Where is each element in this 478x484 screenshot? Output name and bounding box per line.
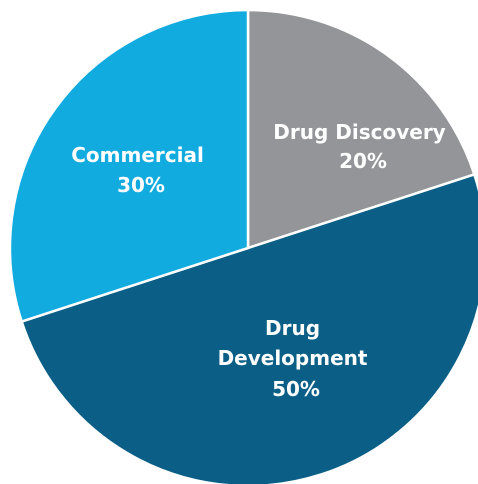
slice-label-drug-discovery-name: Drug Discovery [273, 120, 445, 144]
slice-label-drug-development-name-line2: Development [218, 346, 368, 370]
slice-label-drug-development-name-line1: Drug [265, 316, 320, 340]
slice-label-commercial-value: 30% [117, 173, 165, 197]
slice-label-drug-discovery-value: 20% [339, 149, 387, 173]
slice-label-commercial-name: Commercial [71, 143, 204, 167]
pie-slices [10, 10, 478, 484]
slice-label-drug-development-value: 50% [272, 377, 320, 401]
